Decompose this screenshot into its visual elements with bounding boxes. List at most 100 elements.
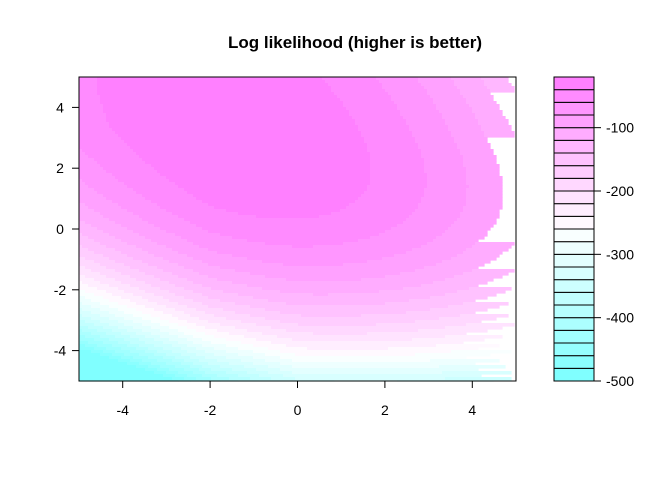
contour-band-cell [106,113,350,117]
colorbar-swatch [553,190,595,205]
contour-band-cell [451,257,497,261]
contour-band-cell [88,185,128,189]
contour-band-cell [142,194,194,198]
contour-band-cell [79,332,92,336]
contour-band-cell [184,359,200,363]
contour-band-cell [178,263,209,267]
y-tick-label: -2 [54,282,67,298]
contour-band-cell [154,224,197,228]
contour-band-cell [79,149,83,153]
contour-band-cell [385,275,455,279]
contour-band-cell [154,338,170,342]
contour-band-cell [79,83,98,87]
contour-band-cell [91,311,110,315]
contour-band-cell [94,260,116,264]
contour-band-cell [439,317,497,321]
contour-band-cell [172,350,188,354]
contour-band-cell [193,242,266,246]
x-axis: -4 -2 0 2 4 [116,380,476,418]
contour-band-cell [145,236,182,240]
contour-band-cell [448,125,482,129]
contour-band-cell [79,302,83,306]
contour-band-cell [382,83,422,87]
contour-band-cell [79,356,110,360]
contour-band-cell [241,359,266,363]
contour-band-cell [139,233,176,237]
contour-band-cell [100,335,116,339]
contour-band-cell [133,212,173,216]
contour-band-cell [106,116,353,120]
contour-band-cell [442,371,512,375]
contour-band-cell [415,353,491,357]
contour-band-cell [457,143,491,147]
contour-band-cell [82,233,110,237]
contour-band-cell [424,164,464,168]
contour-band-cell [427,182,467,186]
contour-band-cell [139,269,164,273]
contour-band-cell [454,137,488,141]
contour-band-cell [346,206,419,210]
contour-band-cell [421,200,467,204]
contour-band-cell [370,182,428,186]
contour-band-cell [169,260,203,264]
contour-band-cell [217,278,287,282]
contour-band-cell [160,335,179,339]
contour-band-cell [184,287,212,291]
contour-band-cell [250,305,449,309]
contour-band-cell [244,335,278,339]
contour-band-cell [268,299,410,303]
x-tick-label: 4 [468,402,476,418]
contour-band-cell [97,77,323,81]
contour-band-cell [445,230,488,234]
contour-band-cell [163,356,176,360]
contour-band-cell [124,182,176,186]
contour-band-cell [442,116,476,120]
contour-band-cell [217,251,407,255]
contour-band-cell [421,155,464,159]
contour-band-cell [346,107,398,111]
contour-band-cell [460,152,494,156]
contour-band-cell [457,254,500,258]
contour-band-cell [79,185,89,189]
contour-band-cell [94,239,122,243]
contour-band-cell [136,191,188,195]
contour-band-cell [466,191,503,195]
contour-band-cell [208,203,350,207]
contour-band-cell [475,242,515,246]
contour-band-cell [79,170,107,174]
contour-band-cell [133,314,152,318]
contour-band-cell [250,272,401,276]
contour-band-cell [457,146,491,150]
contour-band-cell [130,146,368,150]
contour-band-cell [313,245,422,249]
contour-band-cell [385,230,446,234]
contour-band-cell [142,359,158,363]
contour-band-cell [184,188,368,192]
colorbar-swatch [553,291,595,306]
contour-band-cell [466,176,503,180]
contour-band-cell [445,122,479,126]
contour-band-cell [400,110,440,114]
contour-band-cell [133,230,167,234]
contour-band-cell [79,206,89,210]
contour-band-cell [103,104,344,108]
contour-band-cell [82,314,101,318]
contour-band-cell [484,80,509,84]
contour-band-cell [226,371,248,375]
contour-band-cell [118,320,134,324]
contour-band-cell [292,371,443,375]
contour-band-cell [79,317,92,321]
contour-band-cell [139,287,161,291]
contour-band-cell [106,347,122,351]
contour-band-cell [238,347,269,351]
contour-band-cell [409,128,449,132]
contour-band-cell [367,149,422,153]
contour-band-cell [79,146,131,150]
colorbar-swatch [553,139,595,154]
contour-band-cell [91,224,122,228]
contour-band-cell [208,362,230,366]
contour-band-cell [79,167,104,171]
contour-band-cell [418,206,464,210]
contour-band-cell [370,170,425,174]
contour-band-cell [82,149,134,153]
